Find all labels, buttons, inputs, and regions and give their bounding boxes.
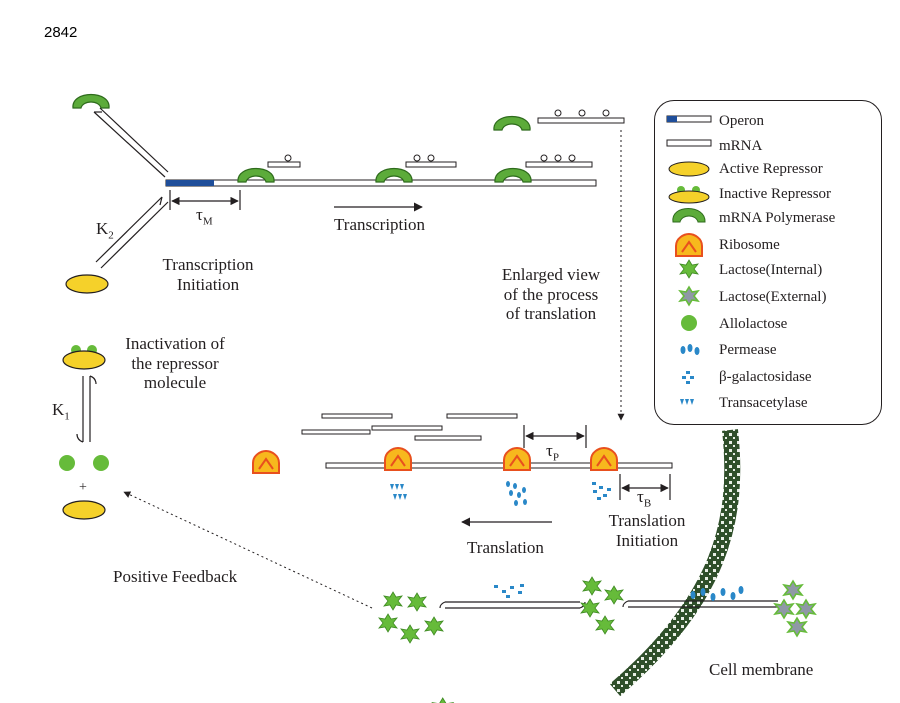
legend-label-permease: Permease [719,342,777,358]
translation-initiation-label: Translation Initiation [608,511,686,550]
legend-label-active-repressor: Active Repressor [719,161,823,177]
repressor-binding-equilibrium [95,196,169,269]
legend-icons [666,115,712,405]
legend-label-lactose-internal: Lactose(Internal) [719,262,823,278]
legend-label-allolactose: Allolactose [719,316,788,332]
active-repressor [65,274,109,294]
translated-mrna [325,462,673,469]
released-polymerase [493,109,625,131]
legend-label-inactive-repressor: Inactive Repressor [719,186,832,202]
translation-label: Translation [467,538,544,557]
inactivation-equilibrium [76,375,97,443]
galactosidase-equilibrium [439,601,586,609]
plus-sign: + [79,480,87,495]
permease-on-membrane [690,586,744,601]
page-number: 2842 [44,24,78,41]
legend-label-operon: Operon [719,113,764,129]
beta-galactosidase-icon [682,371,694,384]
galactosidase-on-reaction [494,584,524,598]
legend-label-beta-galactosidase: β-galactosidase [719,369,812,385]
transcription-initiation-label: Transcription Initiation [162,255,254,294]
free-repressor [62,500,106,520]
inactivation-label: Inactivation of the repressor molecule [125,334,225,393]
legend-label-mrna: mRNA [719,138,763,154]
permease-products [506,481,527,506]
mrna-strands [301,413,518,441]
free-polymerase [72,93,110,109]
inactive-repressor-icon [668,186,710,204]
allolactose-icon [681,315,697,331]
legend [654,100,882,425]
cell-membrane-label: Cell membrane [709,660,814,679]
allolactose-pair [59,455,109,471]
ribosomes [252,447,618,474]
galactosidase-products [592,482,611,500]
tau-p-bracket [523,425,587,448]
mrna-polymerase-icon [672,208,706,223]
k2-label: K2 [96,219,114,242]
tau-b-label: τB [637,487,652,510]
legend-label-mrna-polymerase: mRNA Polymerase [719,210,836,226]
tau-p-label: τP [546,441,559,464]
mrna-icon [666,139,712,147]
legend-label-lactose-external: Lactose(External) [719,289,827,305]
internal-lactose-cluster-left [378,591,444,644]
polymerase-binding-equilibrium [93,107,169,178]
tau-b-bracket [619,474,671,500]
positive-feedback-arrow [123,491,373,609]
permease-icon [680,344,700,355]
active-repressor-icon [668,161,710,177]
external-lactose-cluster [774,580,816,637]
tau-m-label: τM [196,205,213,228]
cell-membrane [609,429,741,697]
legend-label-ribosome: Ribosome [719,237,780,253]
transcription-label: Transcription [334,215,425,234]
k1-label: K1 [52,400,70,423]
internal-lactose-cluster-right [580,576,624,635]
legend-label-transacetylase: Transacetylase [719,395,808,411]
nascent-mrna [267,154,593,168]
transacetylase-products [390,484,407,500]
positive-feedback-label: Positive Feedback [113,567,238,586]
allolactose-cluster [431,697,454,703]
inactive-repressor [62,345,106,370]
enlarged-view-label: Enlarged view of the process of translat… [501,265,601,324]
tau-m-bracket [169,190,241,210]
